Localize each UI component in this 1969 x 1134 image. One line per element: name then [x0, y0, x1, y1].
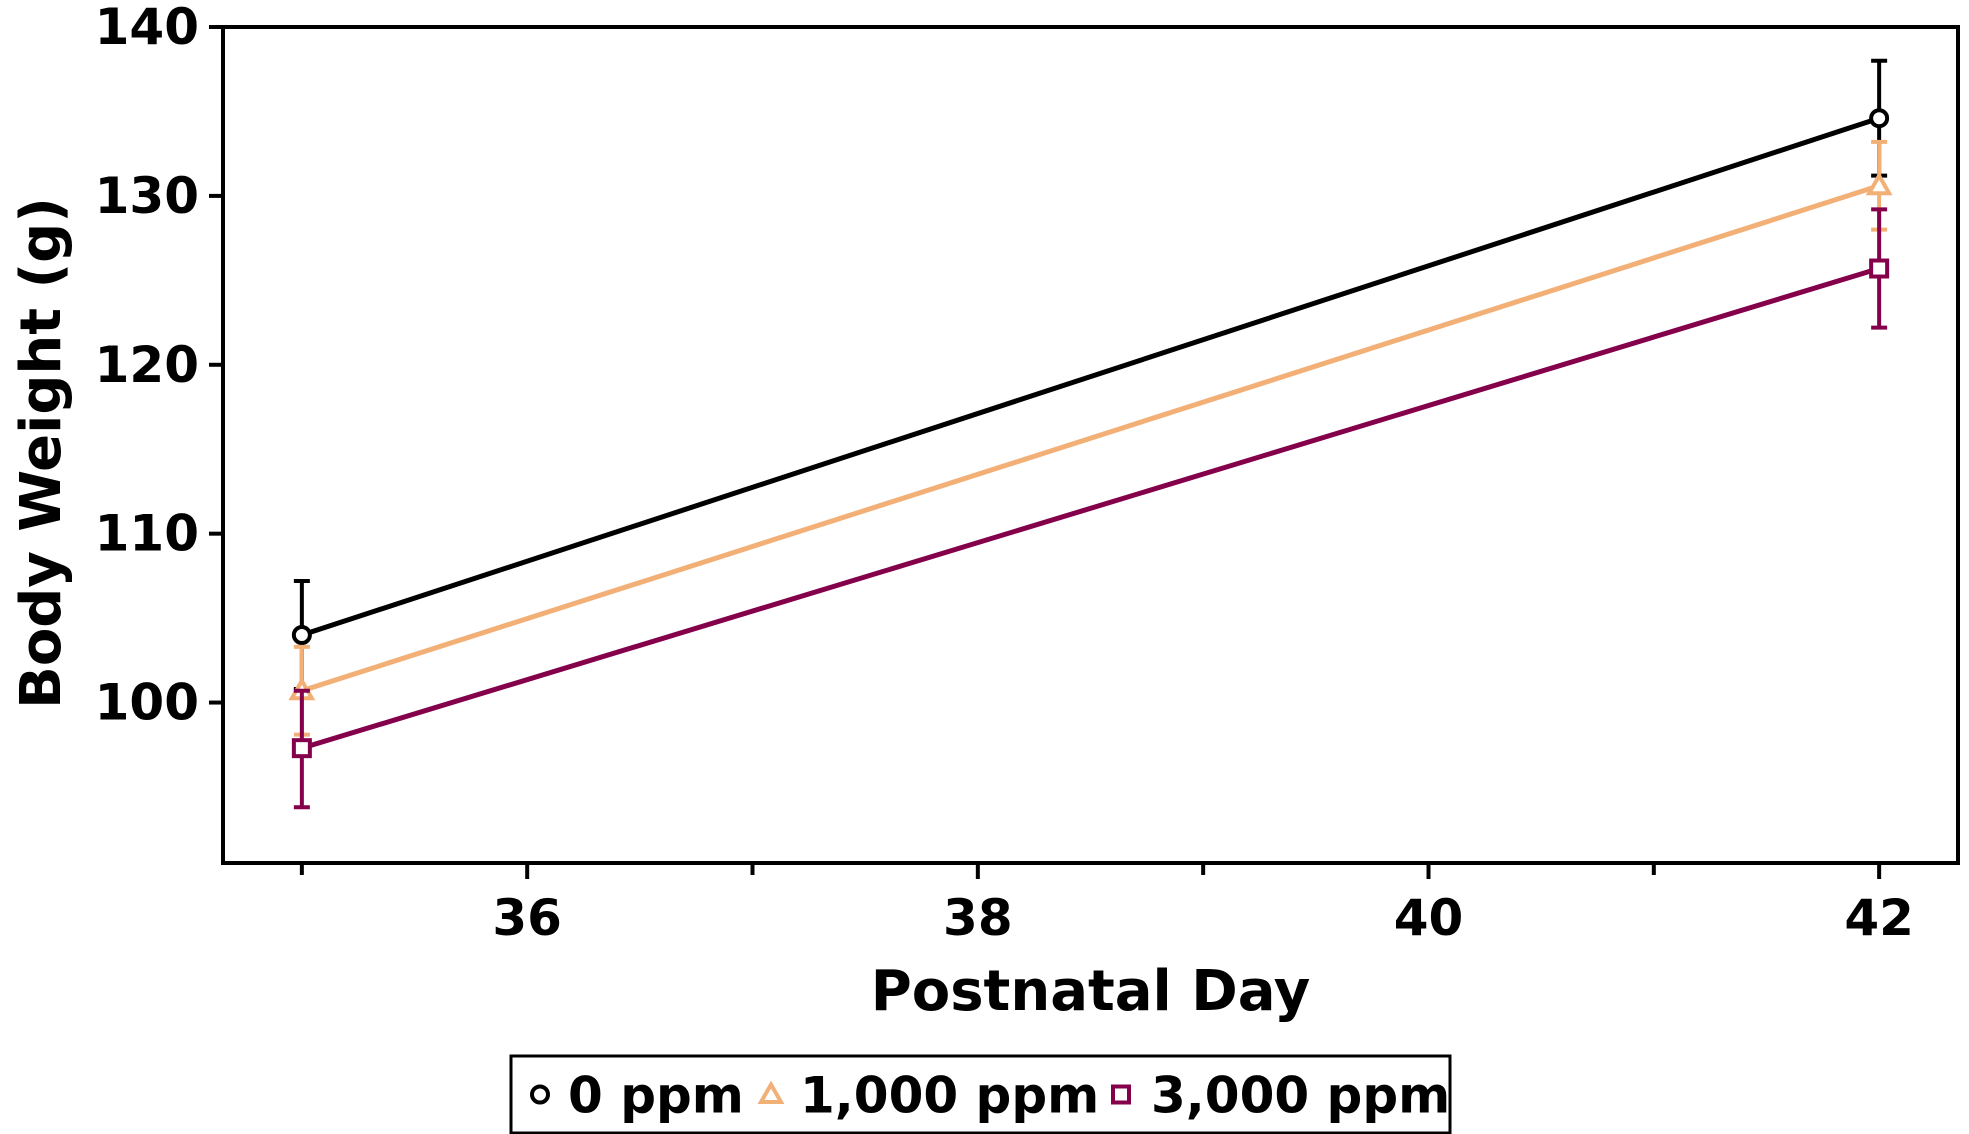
legend-label: 0 ppm	[568, 1067, 744, 1125]
data-point	[1869, 108, 1890, 129]
legend-entry-3-000-ppm: 3,000 ppm	[1111, 1067, 1450, 1125]
legend-label: 3,000 ppm	[1151, 1067, 1450, 1125]
square-marker-icon	[1111, 1084, 1131, 1105]
legend: 0 ppm 1,000 ppm 3,000 ppm	[509, 1054, 1452, 1134]
data-point	[1865, 171, 1893, 196]
data-point	[291, 738, 312, 759]
circle-marker-icon	[530, 1084, 550, 1105]
triangle-marker-icon	[757, 1080, 785, 1104]
legend-label: 1,000 ppm	[800, 1067, 1099, 1125]
axes: 100 110 120 130 140 36 38 40 42	[95, 0, 1914, 947]
y-axis-label: Body Weight (g)	[9, 197, 74, 709]
y-tick-label: 140	[95, 0, 199, 56]
series-line	[301, 183, 1880, 694]
legend-box	[509, 1054, 1452, 1134]
legend-entry-1-000-ppm: 1,000 ppm	[757, 1067, 1099, 1125]
x-tick-label: 40	[1394, 889, 1464, 947]
series-line	[301, 266, 1880, 751]
series-line	[301, 115, 1880, 638]
x-tick-label: 38	[943, 889, 1013, 947]
series-3-000-ppm	[291, 207, 1890, 810]
plot-frame	[221, 25, 1960, 865]
series-0-ppm	[291, 58, 1890, 692]
y-tick-label: 100	[95, 674, 199, 732]
series-layer	[288, 58, 1893, 810]
y-tick-label: 120	[95, 336, 199, 394]
y-tick-label: 110	[95, 505, 199, 563]
legend-entry-0-ppm: 0 ppm	[530, 1067, 744, 1125]
x-axis-label: Postnatal Day	[871, 959, 1311, 1024]
x-tick-label: 36	[492, 889, 562, 947]
series-1-000-ppm	[288, 139, 1893, 737]
data-point	[1869, 258, 1890, 279]
y-tick-label: 130	[95, 167, 199, 225]
data-point	[291, 625, 312, 645]
x-tick-label: 42	[1844, 889, 1914, 947]
